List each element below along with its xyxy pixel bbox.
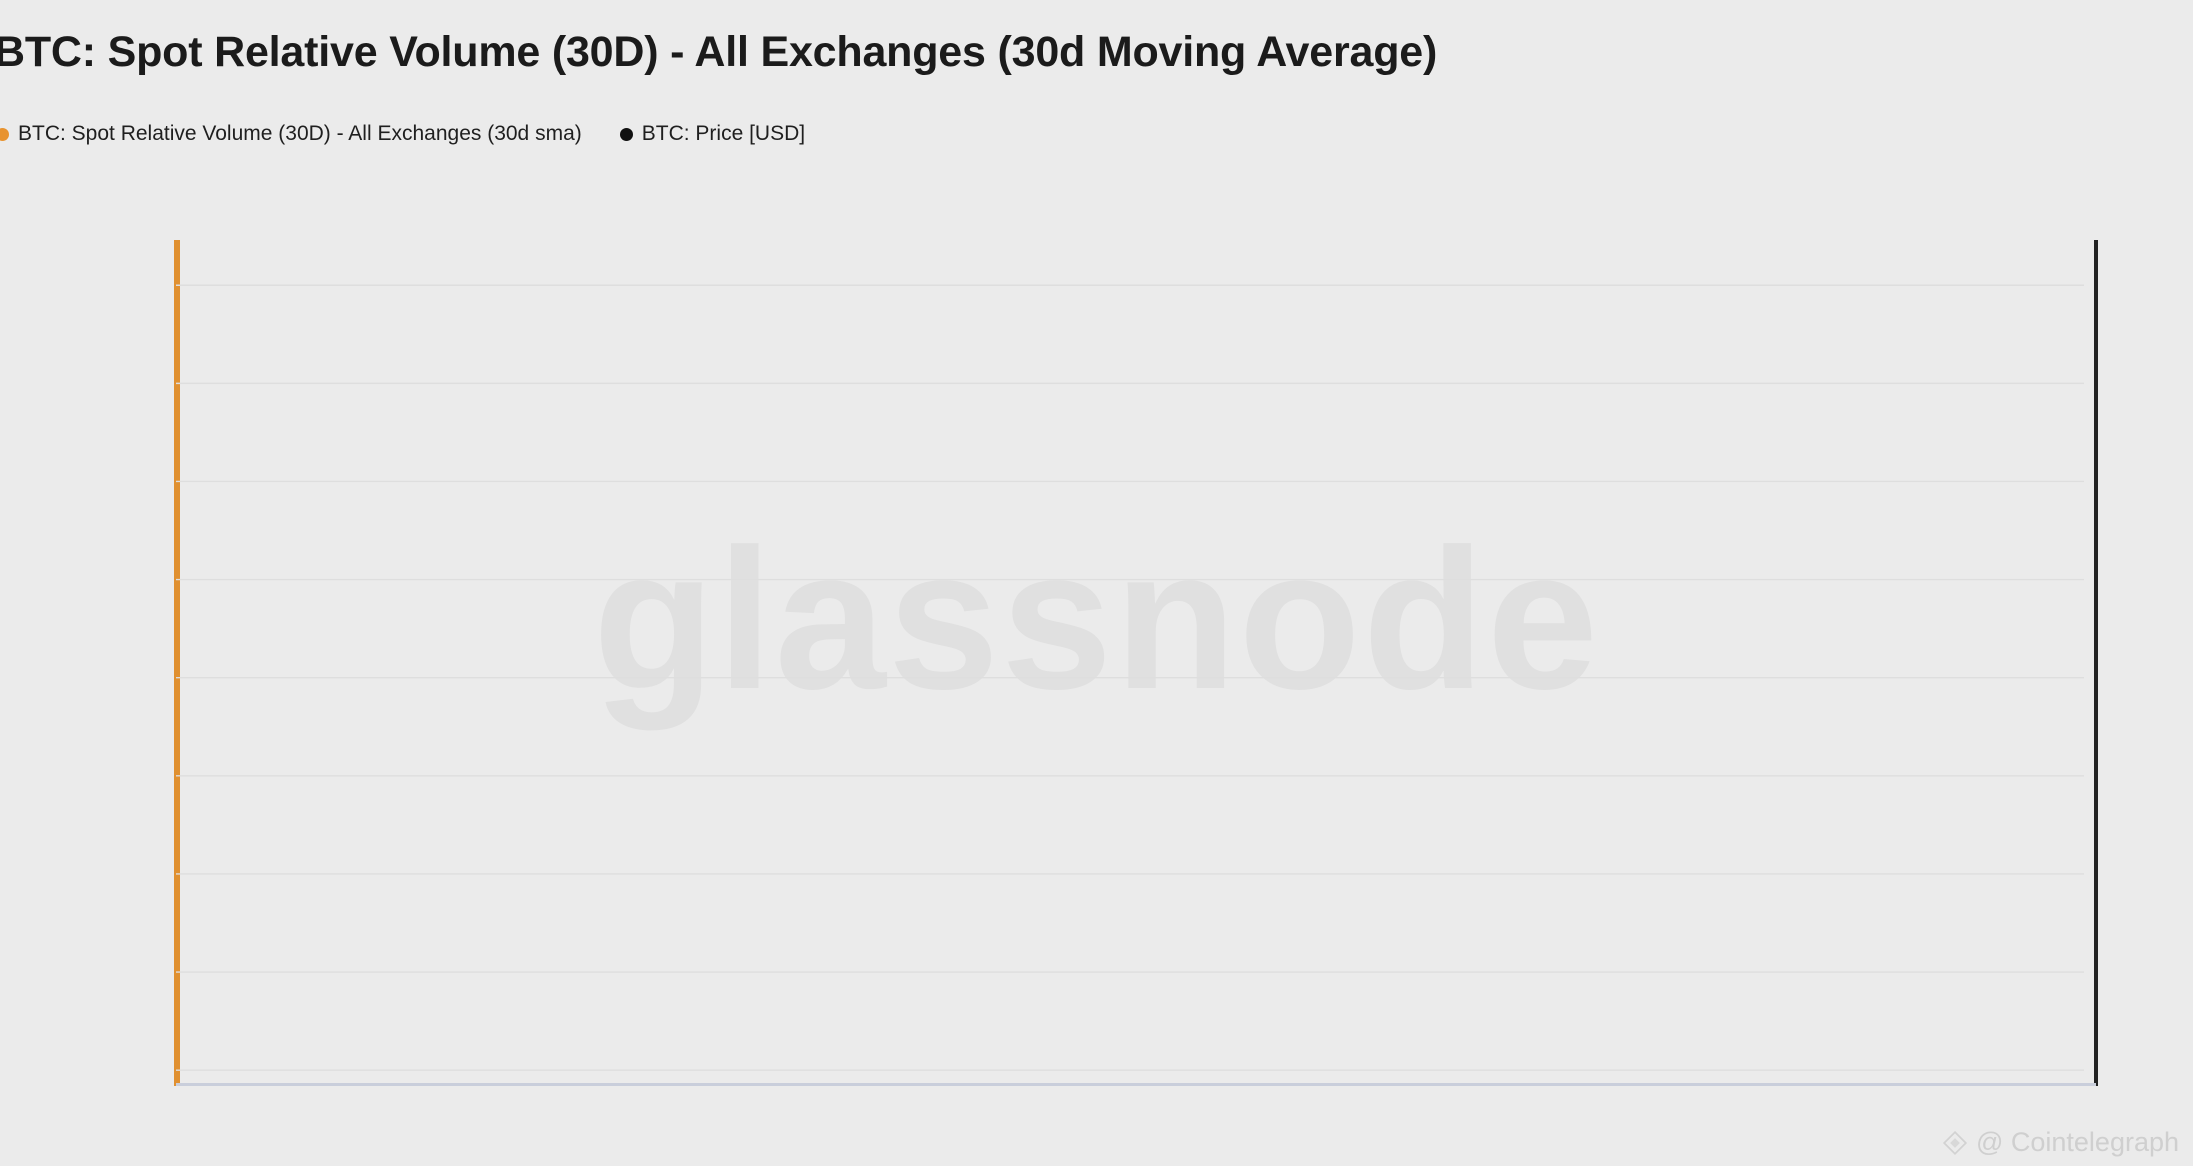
page-title: BTC: Spot Relative Volume (30D) - All Ex… bbox=[0, 28, 1438, 76]
legend-label-price: BTC: Price [USD] bbox=[641, 122, 806, 145]
chart-canvas bbox=[176, 284, 2084, 1071]
x-axis-line bbox=[176, 1083, 2096, 1086]
legend-item-price[interactable]: BTC: Price [USD] bbox=[619, 122, 806, 146]
right-price-axis bbox=[2104, 246, 2193, 1080]
chart-legend: BTC: Spot Relative Volume (30D) - All Ex… bbox=[0, 122, 805, 146]
gridlines bbox=[176, 284, 2084, 1071]
diamond-logo-icon bbox=[1942, 1130, 1968, 1155]
x-axis-ticks bbox=[176, 1083, 2084, 1153]
right-axis-spine bbox=[2094, 240, 2098, 1086]
cointelegraph-watermark: @ Cointelegraph bbox=[1942, 1127, 2179, 1158]
left-value-axis bbox=[78, 246, 168, 1080]
legend-label-volume: BTC: Spot Relative Volume (30D) - All Ex… bbox=[18, 122, 582, 145]
plot-area[interactable] bbox=[176, 246, 2084, 1080]
left-axis-spine bbox=[174, 240, 180, 1086]
legend-swatch-volume-icon bbox=[0, 127, 9, 141]
legend-item-volume[interactable]: BTC: Spot Relative Volume (30D) - All Ex… bbox=[0, 122, 582, 146]
cointelegraph-label: @ Cointelegraph bbox=[1975, 1127, 2179, 1157]
legend-swatch-price-icon bbox=[619, 127, 633, 141]
